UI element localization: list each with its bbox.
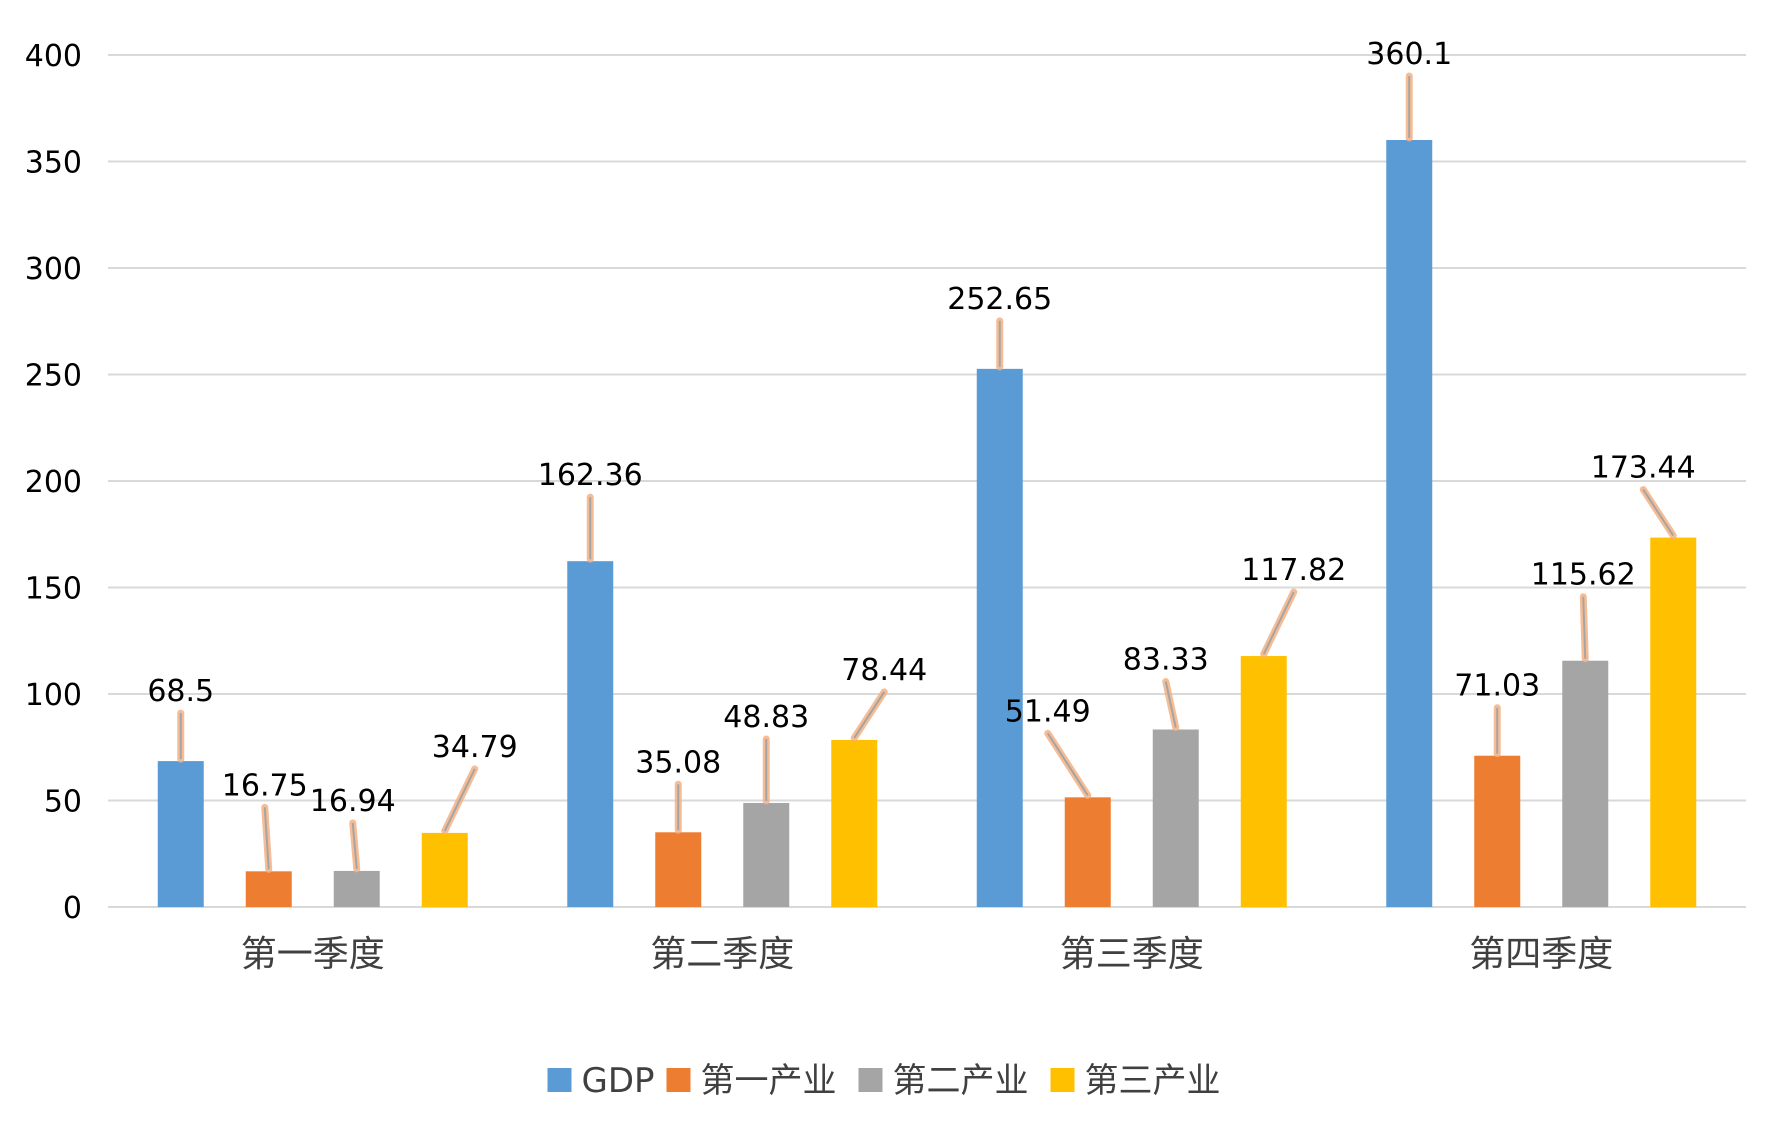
- data-label-2-2: 35.08: [635, 745, 721, 780]
- bar-4-3: [1240, 656, 1287, 907]
- gridlines: [108, 54, 1746, 908]
- legend-label-1: GDP: [582, 1061, 655, 1101]
- bar-4-2: [831, 739, 878, 907]
- bar-2-4: [1474, 755, 1521, 907]
- data-label-1-1: 68.5: [147, 674, 214, 709]
- bar-3-4: [1562, 660, 1609, 907]
- legend-swatch-4: [1050, 1068, 1075, 1092]
- x-category-label: 第二季度: [650, 934, 794, 975]
- data-label-1-2: 162.36: [538, 458, 643, 493]
- bar-3-3: [1152, 729, 1199, 907]
- legend: GDP 第一产业 第二产业 第三产业: [547, 1061, 1221, 1101]
- leader-line: [1262, 591, 1295, 655]
- data-label-4-4: 173.44: [1591, 451, 1696, 486]
- bar-1-1: [157, 761, 204, 907]
- y-axis: 0 50 100 150 200 250 300 350 400: [25, 39, 82, 926]
- x-category-label: 第一季度: [241, 934, 385, 975]
- bar-1-3: [976, 368, 1023, 908]
- data-label-1-3: 252.65: [947, 282, 1052, 317]
- bar-3-1: [333, 870, 380, 907]
- leader-line: [1164, 681, 1177, 728]
- y-tick-label: 50: [44, 785, 82, 820]
- data-label-2-1: 16.75: [222, 768, 308, 803]
- bar-4-1: [421, 832, 468, 907]
- y-tick-label: 200: [25, 465, 82, 500]
- legend-swatch-1: [547, 1068, 572, 1092]
- y-tick-label: 400: [25, 39, 82, 74]
- data-label-3-1: 16.94: [310, 784, 396, 819]
- y-tick-label: 0: [63, 891, 82, 926]
- legend-swatch-2: [666, 1068, 691, 1092]
- y-tick-label: 350: [25, 146, 82, 181]
- legend-label-3: 第二产业: [893, 1061, 1029, 1101]
- legend-label-2: 第一产业: [701, 1061, 837, 1101]
- data-label-3-3: 83.33: [1123, 643, 1209, 678]
- data-label-3-4: 115.62: [1531, 558, 1636, 593]
- data-label-4-2: 78.44: [841, 653, 927, 688]
- data-label-2-4: 71.03: [1454, 669, 1540, 704]
- legend-label-4: 第三产业: [1085, 1061, 1221, 1101]
- leader-line: [263, 807, 270, 870]
- leader-line: [1582, 596, 1587, 659]
- y-tick-label: 100: [25, 678, 82, 713]
- data-label-4-1: 34.79: [432, 730, 518, 765]
- data-label-2-3: 51.49: [1005, 694, 1091, 729]
- bar-4-4: [1650, 537, 1697, 907]
- x-category-label: 第三季度: [1060, 934, 1204, 975]
- bar-2-3: [1064, 797, 1111, 907]
- bar-1-2: [567, 561, 614, 907]
- legend-swatch-3: [858, 1068, 883, 1092]
- bar-3-2: [743, 802, 790, 907]
- leader-line: [853, 691, 886, 739]
- leader-line: [1046, 732, 1089, 796]
- data-label-1-4: 360.1: [1366, 37, 1452, 72]
- x-axis: 第一季度 第二季度 第三季度 第四季度: [241, 934, 1614, 975]
- data-label-4-3: 117.82: [1241, 553, 1346, 588]
- bar-2-1: [245, 871, 292, 907]
- data-label-3-2: 48.83: [723, 700, 809, 735]
- y-tick-label: 300: [25, 252, 82, 287]
- y-tick-label: 250: [25, 359, 82, 394]
- bars: [157, 139, 1697, 908]
- leader-lines: [177, 72, 1677, 873]
- bar-1-4: [1386, 139, 1433, 907]
- bar-2-2: [655, 832, 702, 907]
- y-tick-label: 150: [25, 572, 82, 607]
- leader-line: [443, 768, 476, 832]
- x-category-label: 第四季度: [1469, 934, 1613, 975]
- leader-line: [351, 822, 358, 870]
- leader-line: [1642, 489, 1675, 537]
